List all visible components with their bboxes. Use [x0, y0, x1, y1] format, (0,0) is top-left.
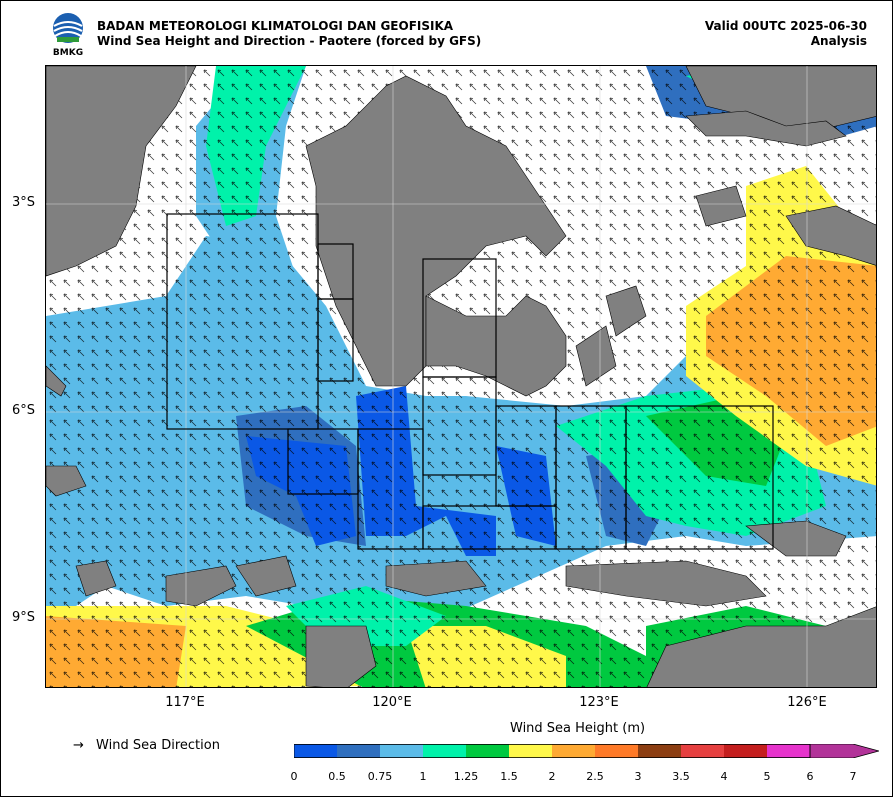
- colorbar-tick-label: 2.5: [586, 770, 604, 783]
- colorbar-tick-label: 1.5: [500, 770, 518, 783]
- chart-header: BADAN METEOROLOGI KLIMATOLOGI DAN GEOFIS…: [97, 19, 481, 49]
- colorbar-segment: [767, 744, 810, 758]
- colorbar-tick-label: 0: [290, 770, 298, 783]
- colorbar-tick-label: 6: [806, 770, 814, 783]
- lon-label-123e: 123°E: [579, 695, 619, 710]
- colorbar-segment: [724, 744, 767, 758]
- lon-label-126e: 126°E: [787, 695, 827, 710]
- colorbar-tick-label: 1.25: [453, 770, 479, 783]
- colorbar-segment: [638, 744, 681, 758]
- direction-label: Wind Sea Direction: [96, 738, 220, 753]
- colorbar-segment: [552, 744, 595, 758]
- valid-time: Valid 00UTC 2025-06-30: [704, 19, 867, 33]
- lat-label-6s: 6°S: [12, 403, 36, 418]
- wave-map[interactable]: [45, 65, 877, 688]
- lon-label-120e: 120°E: [372, 695, 412, 710]
- colorbar-segment: [681, 744, 724, 758]
- colorbar-tick-label: 3.5: [672, 770, 690, 783]
- arrow-icon: →: [73, 738, 84, 753]
- colorbar-segment: [466, 744, 509, 758]
- analysis-label: Analysis: [810, 34, 867, 48]
- colorbar-tick-label: 0.75: [367, 770, 393, 783]
- map-subtitle: Wind Sea Height and Direction - Paotere …: [97, 34, 482, 48]
- colorbar-segment: [509, 744, 552, 758]
- colorbar-tick-label: 7: [849, 770, 857, 783]
- colorbar-tick-label: 0.5: [328, 770, 346, 783]
- land-masses: [46, 66, 876, 687]
- direction-legend: → Wind Sea Direction: [73, 738, 220, 753]
- colorbar-tick-label: 4: [720, 770, 728, 783]
- valid-time-block: Valid 00UTC 2025-06-30 Analysis: [705, 19, 867, 49]
- colorbar-tick-label: 5: [763, 770, 771, 783]
- lat-label-9s: 9°S: [12, 610, 36, 625]
- forecast-zones: [166, 213, 774, 550]
- colorbar: [294, 744, 879, 758]
- bmkg-logo: BMKG: [53, 13, 83, 58]
- logo-text: BMKG: [53, 48, 83, 58]
- lon-label-117e: 117°E: [165, 695, 205, 710]
- colorbar-tick-label: 1: [419, 770, 427, 783]
- colorbar-tick-label: 2: [548, 770, 556, 783]
- colorbar-segment: [380, 744, 423, 758]
- map-canvas: [46, 66, 876, 687]
- colorbar-tick-label: 3: [634, 770, 642, 783]
- colorbar-segment: [337, 744, 380, 758]
- colorbar-segment: [809, 744, 879, 758]
- agency-title: BADAN METEOROLOGI KLIMATOLOGI DAN GEOFIS…: [97, 19, 454, 33]
- colorbar-segment: [595, 744, 638, 758]
- colorbar-title: Wind Sea Height (m): [510, 721, 646, 736]
- map-grid: [46, 66, 876, 687]
- colorbar-segment: [294, 744, 337, 758]
- colorbar-segment: [423, 744, 466, 758]
- lat-label-3s: 3°S: [12, 195, 36, 210]
